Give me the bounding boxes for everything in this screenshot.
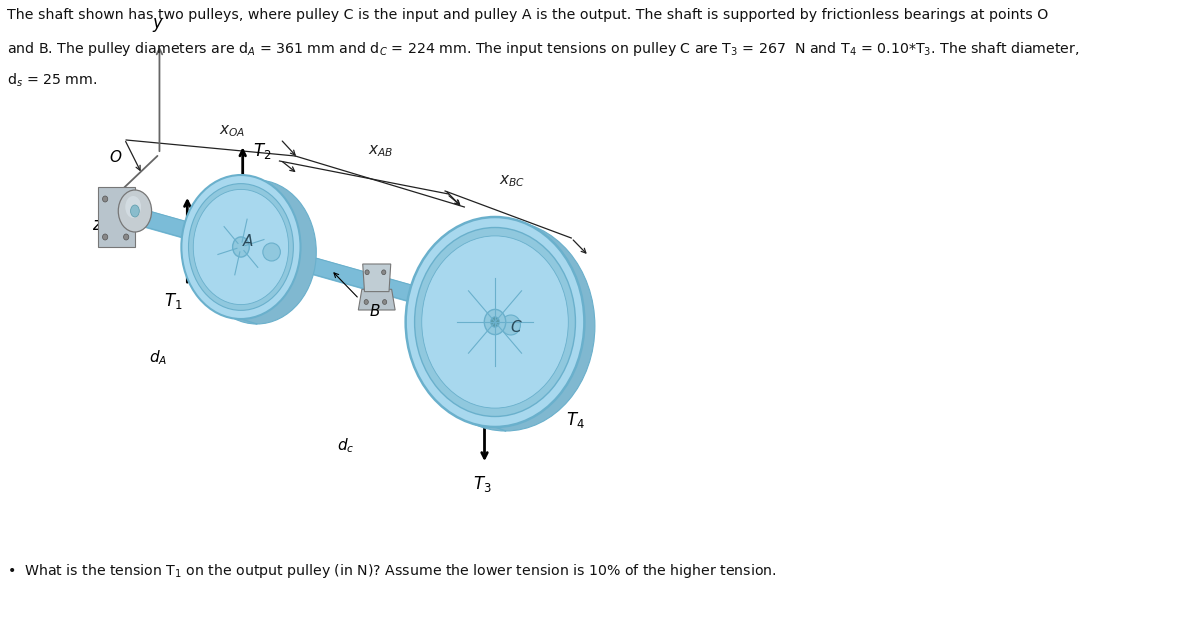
Ellipse shape	[502, 315, 521, 335]
Polygon shape	[98, 187, 134, 247]
Ellipse shape	[263, 243, 281, 261]
Ellipse shape	[233, 237, 250, 257]
Text: $T_4$: $T_4$	[566, 410, 586, 430]
Ellipse shape	[421, 236, 569, 408]
Text: $x_{OA}$: $x_{OA}$	[220, 123, 245, 139]
Ellipse shape	[491, 317, 499, 327]
Ellipse shape	[416, 221, 595, 431]
Text: The shaft shown has two pulleys, where pulley C is the input and pulley A is the: The shaft shown has two pulleys, where p…	[7, 8, 1049, 22]
Ellipse shape	[406, 217, 584, 427]
Text: $d_A$: $d_A$	[149, 348, 167, 367]
Text: $T_2$: $T_2$	[253, 141, 271, 161]
Circle shape	[102, 196, 108, 202]
Text: d$_s$ = 25 mm.: d$_s$ = 25 mm.	[7, 72, 97, 90]
Text: C: C	[511, 320, 521, 335]
Text: x: x	[574, 323, 583, 341]
Circle shape	[364, 300, 368, 304]
Text: z: z	[92, 216, 101, 234]
Text: and B. The pulley diameters are d$_A$ = 361 mm and d$_C$ = 224 mm. The input ten: and B. The pulley diameters are d$_A$ = …	[7, 40, 1080, 58]
Text: A: A	[242, 234, 253, 249]
Ellipse shape	[181, 175, 300, 319]
Text: $d_c$: $d_c$	[337, 436, 355, 455]
Text: •  What is the tension T$_1$ on the output pulley (in N)? Assume the lower tensi: • What is the tension T$_1$ on the outpu…	[7, 562, 776, 580]
Polygon shape	[362, 264, 391, 292]
Text: B: B	[370, 304, 380, 318]
Text: O: O	[109, 150, 121, 165]
Text: $x_{BC}$: $x_{BC}$	[499, 173, 526, 188]
Text: $x_{AB}$: $x_{AB}$	[368, 143, 394, 159]
Ellipse shape	[193, 190, 289, 305]
Circle shape	[365, 270, 370, 275]
Circle shape	[382, 270, 386, 275]
Ellipse shape	[125, 196, 142, 218]
Ellipse shape	[131, 205, 139, 217]
Text: y: y	[152, 14, 163, 32]
Ellipse shape	[485, 309, 505, 335]
Ellipse shape	[119, 190, 151, 232]
Text: $T_1$: $T_1$	[164, 291, 182, 311]
Circle shape	[124, 196, 128, 202]
Circle shape	[383, 300, 386, 304]
Ellipse shape	[188, 183, 293, 310]
Text: $d_s$: $d_s$	[366, 288, 383, 307]
Ellipse shape	[197, 180, 317, 324]
Polygon shape	[359, 289, 395, 310]
Circle shape	[124, 234, 128, 240]
Circle shape	[102, 234, 108, 240]
Ellipse shape	[414, 228, 576, 417]
Text: $T_3$: $T_3$	[474, 474, 492, 494]
